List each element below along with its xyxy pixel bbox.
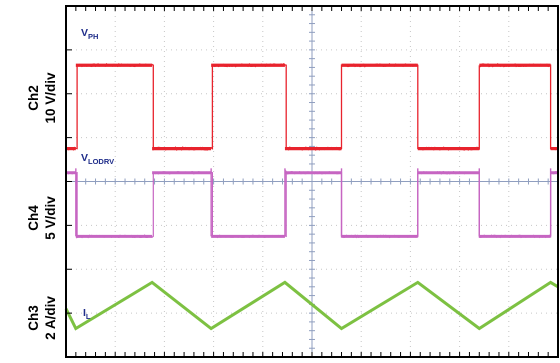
vlodrv-trace-label: VLODRV <box>81 152 114 166</box>
vph-trace-label-main: V <box>81 27 88 39</box>
vph-trace-label-sub: PH <box>88 32 98 41</box>
ch4-axis-label-line2: 5 V/div <box>43 196 58 240</box>
ch2-axis-label-line2: 10 V/div <box>43 72 58 124</box>
il-trace-label-sub: L <box>86 312 91 321</box>
vph-trace-label: VPH <box>81 27 98 41</box>
il-trace <box>64 280 559 331</box>
vlodrv-trace-label-main: V <box>81 152 88 164</box>
grid <box>65 5 559 358</box>
ch2-axis-label-line1: Ch2 <box>26 85 41 111</box>
ch3-axis-label-line2: 2 A/div <box>43 296 58 340</box>
il-trace-label-main: I <box>83 307 86 319</box>
plot-frame <box>65 5 559 358</box>
il-trace-label: IL <box>83 307 91 321</box>
ch3-axis-label-line1: Ch3 <box>26 305 41 331</box>
vlodrv-trace-label-sub: LODRV <box>88 157 114 166</box>
traces <box>64 62 559 331</box>
ch4-axis-label-line1: Ch4 <box>26 205 41 231</box>
